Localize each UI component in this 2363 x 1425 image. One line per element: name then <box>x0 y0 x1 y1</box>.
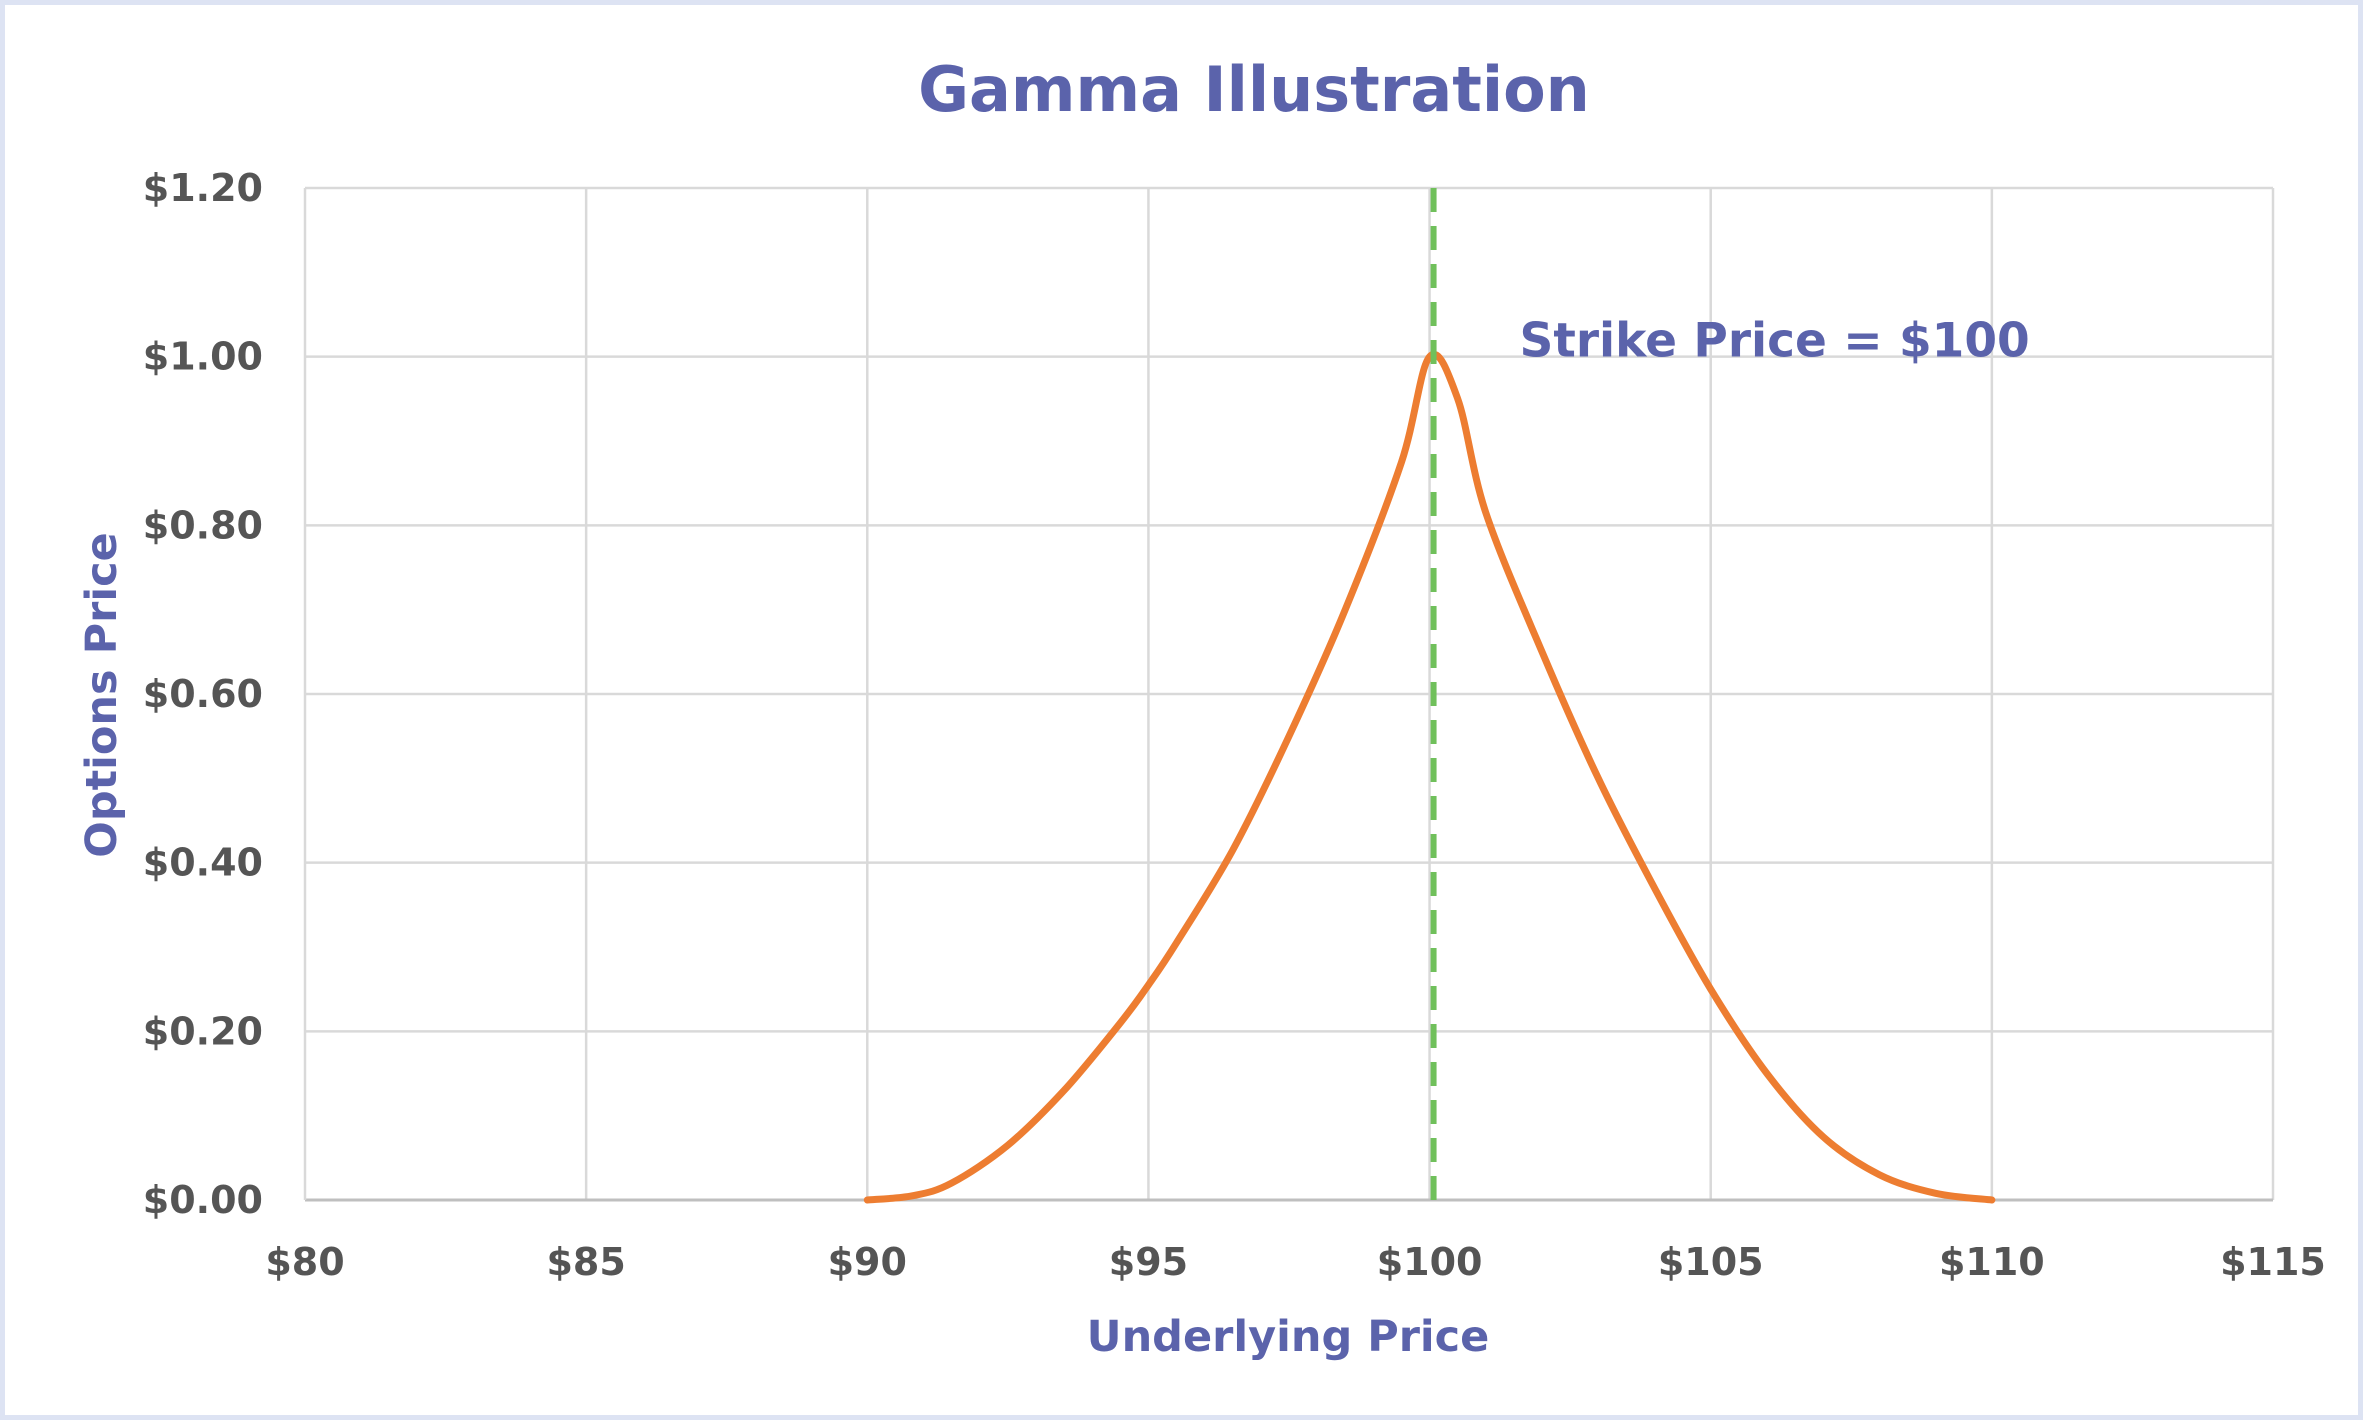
y-axis-title: Options Price <box>77 532 127 857</box>
y-tick-label: $1.00 <box>143 335 263 379</box>
x-tick-label: $80 <box>265 1240 344 1284</box>
y-tick-label: $0.60 <box>143 672 263 716</box>
series-line <box>863 350 1996 1204</box>
y-tick-label: $1.20 <box>143 166 263 210</box>
y-tick-label: $0.00 <box>143 1178 263 1222</box>
x-axis-ticks: $80 $85 $90 $95 $100 $105 $110 $115 <box>265 1240 2326 1284</box>
plot-axes <box>303 188 2273 1202</box>
x-tick-label: $115 <box>2220 1240 2326 1284</box>
chart-title: Gamma Illustration <box>918 53 1590 126</box>
gamma-line-chart: Gamma Illustration $0.00$0.20$0.40$0.60$… <box>77 53 2326 1362</box>
x-tick-label: $85 <box>546 1240 625 1284</box>
x-tick-label: $95 <box>1109 1240 1188 1284</box>
y-tick-label: $0.80 <box>143 503 263 547</box>
series-group <box>863 350 1996 1204</box>
x-tick-label: $90 <box>828 1240 907 1284</box>
annotations-group: Strike Price = $100 <box>1520 314 2030 369</box>
x-tick-label: $100 <box>1377 1240 1483 1284</box>
y-axis-ticks: $0.00 $0.20 $0.40 $0.60 $0.80 $1.00 $1.20 <box>143 166 263 1222</box>
x-tick-label: $110 <box>1939 1240 2045 1284</box>
plot-grid <box>305 186 2275 1200</box>
x-tick-label: $105 <box>1658 1240 1764 1284</box>
strike-price-annotation: Strike Price = $100 <box>1520 314 2030 369</box>
y-tick-label: $0.20 <box>143 1009 263 1053</box>
y-tick-label: $0.40 <box>143 841 263 885</box>
x-axis-title: Underlying Price <box>1087 1312 1490 1362</box>
